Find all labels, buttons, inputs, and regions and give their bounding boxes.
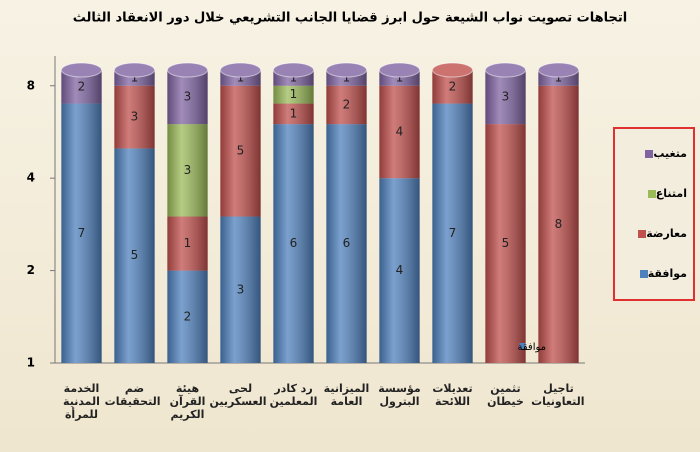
x-tick-label: تعديلات اللائحة (432, 382, 473, 408)
legend-label: معارضة (646, 227, 687, 240)
legend-swatch (639, 270, 648, 278)
y-tick-label: 4 (27, 171, 35, 185)
x-tick-label: الخدمة المدنية للمرأة (63, 382, 100, 421)
cap (60, 62, 103, 78)
cap-shade (220, 63, 261, 78)
legend-item: معارضة (621, 227, 687, 240)
value-label: 2 (343, 97, 351, 111)
bar-shade (326, 85, 367, 125)
cap (537, 62, 580, 78)
value-label: 2 (449, 79, 457, 93)
bar-shade (167, 270, 208, 363)
bar-shade (220, 85, 261, 217)
x-tick-label: تاجيل التعاونيات (531, 382, 585, 408)
cap-shade (379, 63, 420, 78)
x-tick-label: تثمين خيطان (487, 382, 524, 408)
value-label: 2 (78, 79, 86, 93)
cap-shade (167, 63, 208, 78)
cap (484, 62, 527, 78)
legend-label: امتناع (655, 187, 687, 200)
cap-shade (538, 63, 579, 78)
x-tick-label: لحى العسكريين (209, 382, 267, 408)
annotation: موافقة (518, 342, 547, 353)
legend-swatch (645, 150, 654, 158)
cap-shade (273, 63, 314, 78)
value-label: 3 (502, 90, 510, 104)
cap (431, 62, 474, 78)
cap (166, 62, 209, 78)
cap (325, 62, 368, 78)
bar-shade (485, 70, 526, 125)
legend-item: امتناع (621, 187, 687, 200)
cap (272, 62, 315, 78)
bar-shade (273, 85, 314, 104)
bar-shade (61, 103, 102, 363)
x-tick-label: رد كادر المعلمين (269, 382, 318, 408)
value-label: 3 (237, 282, 245, 296)
bar-shade (273, 124, 314, 363)
value-label: 6 (290, 236, 298, 250)
bar-shade (273, 103, 314, 125)
x-tick-label: هيئة القرآن الكريم (169, 382, 206, 421)
x-tick-label: مؤسسة البترول (378, 382, 421, 408)
value-label: 2 (184, 309, 192, 323)
value-label: 5 (131, 248, 139, 262)
bar-shade (167, 216, 208, 271)
legend-item: موافقة (621, 267, 687, 280)
bar-shade (485, 124, 526, 363)
bar-shade (167, 124, 208, 217)
cap-shade (485, 63, 526, 78)
cap-shade (114, 63, 155, 78)
value-label: 3 (184, 163, 192, 177)
value-label: 3 (184, 90, 192, 104)
bar-shade (220, 216, 261, 363)
y-tick-label: 2 (27, 263, 35, 277)
bar-shade (167, 70, 208, 125)
cap-shade (61, 63, 102, 78)
cap (113, 62, 156, 78)
cap-shade (432, 63, 473, 78)
value-label: 1 (290, 106, 298, 120)
bar-shade (432, 103, 473, 363)
legend-swatch (638, 230, 647, 238)
cap-shade (326, 63, 367, 78)
x-tick-label: الميزانية العامة (323, 382, 370, 408)
bar-shade (379, 85, 420, 179)
value-label: 4 (396, 124, 404, 138)
bar-shade (379, 178, 420, 363)
value-label: 4 (396, 263, 404, 277)
chart-title: اتجاهات تصويت نواب الشيعة حول ابرز قضايا… (73, 11, 627, 26)
cap (378, 62, 421, 78)
annotation-swatch (519, 343, 526, 349)
value-label: 7 (78, 226, 86, 240)
legend-item: متغيب (621, 147, 687, 160)
value-label: 3 (131, 110, 139, 124)
y-tick-label: 8 (27, 78, 35, 92)
legend-swatch (647, 190, 656, 198)
bar-shade (538, 85, 579, 363)
value-label: 6 (343, 236, 351, 250)
legend-label: موافقة (647, 267, 687, 280)
value-label: 1 (290, 87, 298, 101)
value-label: 5 (237, 144, 245, 158)
x-tick-label: ضم التحقيقات (104, 382, 161, 408)
value-label: 5 (502, 236, 510, 250)
value-label: 1 (184, 236, 192, 250)
y-tick-label: 1 (27, 356, 35, 370)
bar-shade (326, 124, 367, 363)
value-label: 7 (449, 226, 457, 240)
legend-label: متغيب (653, 147, 687, 160)
value-label: 8 (555, 217, 563, 231)
legend: متغيب امتناع معارضة موافقة (613, 127, 695, 301)
cap (219, 62, 262, 78)
bar-shade (114, 85, 155, 149)
bar-shade (114, 148, 155, 363)
